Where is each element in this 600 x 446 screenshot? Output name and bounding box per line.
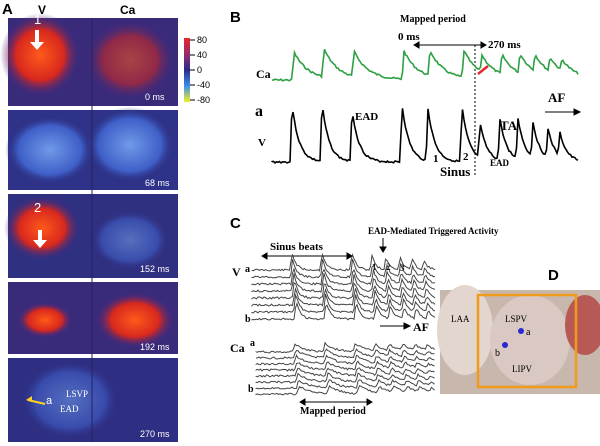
colorbar <box>184 38 190 102</box>
trace-label: Ca <box>230 341 245 355</box>
annotation: TA <box>500 118 518 133</box>
column-label: Ca <box>120 3 136 17</box>
frame-marker: 1 <box>34 12 41 27</box>
panel-label: C <box>230 215 241 232</box>
mapped-region <box>476 293 578 389</box>
blob <box>17 302 73 338</box>
arrow <box>380 322 412 330</box>
tissue <box>565 295 600 355</box>
colorbar-label: -80 <box>197 95 210 105</box>
annotation: a <box>46 395 53 407</box>
frame-time: 0 ms <box>145 92 165 102</box>
annotation: Sinus beats <box>270 241 324 253</box>
v-trace <box>251 252 436 272</box>
annotation: EAD <box>60 404 79 414</box>
annotation: 2 <box>386 262 391 272</box>
trace-label: Ca <box>256 67 271 81</box>
v-trace <box>251 267 436 286</box>
annotation: 0 ms <box>398 31 420 43</box>
colorbar-label: 40 <box>197 50 207 60</box>
v-trace <box>251 301 436 321</box>
annotation: LAA <box>451 314 470 324</box>
arrow <box>33 230 47 248</box>
v-trace <box>251 259 436 279</box>
annotation: AF <box>413 320 429 334</box>
blob <box>5 115 95 185</box>
blob <box>20 360 120 440</box>
annotation: AF <box>548 90 565 105</box>
frame-time: 68 ms <box>145 178 170 188</box>
arrow <box>299 398 373 406</box>
annotation: 1 <box>433 153 439 165</box>
arrow <box>261 252 353 260</box>
annotation: Mapped period <box>300 406 366 417</box>
trace-label: V <box>258 137 266 149</box>
annotation: Sinus <box>440 164 470 179</box>
ca-trace <box>271 48 579 82</box>
blob <box>95 292 175 348</box>
ca-trace <box>255 372 435 384</box>
annotation: 270 ms <box>488 39 521 51</box>
annotation: b <box>495 348 500 359</box>
arrow <box>413 41 487 49</box>
trace-label: V <box>232 265 241 279</box>
v-trace <box>251 281 436 300</box>
v-trace <box>271 108 579 164</box>
ca-trace <box>255 378 435 390</box>
ca-trace <box>255 360 435 372</box>
site <box>502 342 508 348</box>
ca-trace <box>255 341 435 354</box>
trace-label: a <box>255 103 263 120</box>
site <box>518 328 524 334</box>
frame-marker: 2 <box>34 200 41 215</box>
blob <box>0 13 80 97</box>
annotation: EAD <box>490 158 510 168</box>
arrow <box>379 238 387 253</box>
v-trace <box>251 286 436 307</box>
frame-time: 152 ms <box>140 264 170 274</box>
tissue <box>490 295 570 385</box>
ca-trace <box>255 348 435 360</box>
colorbar-label: -40 <box>197 80 210 90</box>
annotation: LSPV <box>505 314 528 324</box>
blob <box>85 107 175 183</box>
trace-label: b <box>248 384 254 395</box>
ca-trace <box>255 384 435 396</box>
arrow <box>26 396 32 402</box>
frames <box>0 13 178 442</box>
column-label: V <box>38 3 46 17</box>
panel-label: A <box>2 1 13 18</box>
blob <box>4 196 80 260</box>
annotation: 2 <box>463 151 469 163</box>
v-trace <box>251 273 436 293</box>
colorbar-label: 0 <box>197 65 202 75</box>
arrow <box>477 65 489 75</box>
tissue <box>437 285 493 375</box>
frame-time: 192 ms <box>140 342 170 352</box>
blob <box>85 20 175 100</box>
annotation: Mapped period <box>400 14 466 25</box>
panel-label: D <box>548 267 559 284</box>
ca-trace <box>255 354 435 366</box>
trace-label: b <box>245 314 251 325</box>
annotation: a <box>526 327 531 338</box>
blob <box>90 210 170 270</box>
arrow <box>30 30 44 50</box>
v-trace <box>251 293 436 314</box>
trace-label: a <box>250 338 255 349</box>
annotation: EAD <box>355 111 378 123</box>
annotation: LIPV <box>512 364 533 374</box>
arrow <box>545 108 582 116</box>
frame-time: 270 ms <box>140 429 170 439</box>
annotation: EAD-Mediated Triggered Activity <box>368 226 499 236</box>
ca-trace <box>255 367 435 378</box>
panel-label: B <box>230 9 241 26</box>
annotation: LSVP <box>66 389 88 399</box>
colorbar-label: 80 <box>197 35 207 45</box>
trace-label: a <box>245 264 250 275</box>
